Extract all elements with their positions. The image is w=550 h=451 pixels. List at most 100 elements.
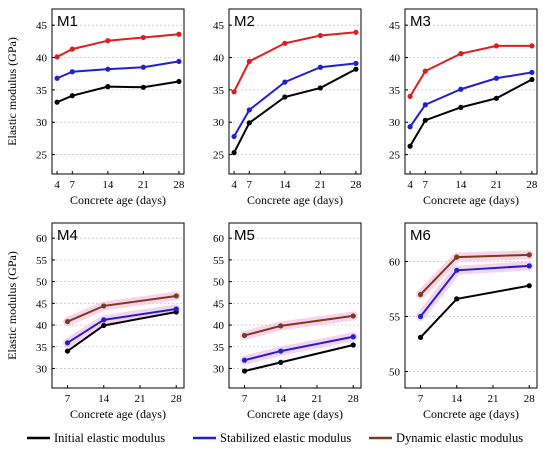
data-point-initial	[105, 84, 111, 90]
plot-frame	[228, 222, 362, 389]
y-tick-label: 50	[36, 277, 48, 289]
panel-title: M3	[410, 13, 431, 30]
x-tick-label: 21	[135, 393, 146, 405]
x-tick-label: 7	[242, 393, 248, 405]
data-point-stabilized	[69, 69, 75, 75]
data-point-initial	[422, 117, 428, 123]
data-point-stabilized	[54, 75, 60, 81]
y-tick-label: 45	[213, 298, 225, 310]
data-point-dynamic	[246, 58, 252, 65]
data-point-dynamic	[282, 40, 288, 46]
panel-title: M5	[234, 227, 255, 244]
data-point-dynamic	[407, 93, 413, 99]
y-tick-label: 30	[213, 117, 225, 129]
data-point-dynamic	[54, 54, 60, 60]
data-point-stabilized	[246, 107, 252, 113]
data-point-initial	[69, 93, 75, 99]
y-tick-label: 55	[36, 255, 48, 267]
data-point-stabilized	[529, 69, 535, 76]
x-tick-label: 14	[98, 393, 110, 405]
y-axis-label: Elastic modulus (GPa)	[5, 251, 19, 360]
y-tick-label: 45	[213, 20, 225, 32]
data-point-dynamic	[454, 254, 460, 260]
data-point-stabilized	[422, 102, 428, 108]
x-axis-label: Concrete age (days)	[247, 407, 343, 421]
data-point-stabilized	[278, 348, 284, 354]
data-point-dynamic	[350, 313, 356, 319]
y-tick-label: 60	[213, 233, 225, 245]
data-point-stabilized	[140, 64, 146, 70]
data-point-initial	[529, 76, 535, 83]
legend-item-initial: Initial elastic modulus	[27, 431, 165, 445]
data-point-initial	[526, 283, 532, 289]
data-point-dynamic	[422, 68, 428, 74]
data-point-stabilized	[458, 86, 464, 92]
x-axis-label: Concrete age (days)	[70, 193, 166, 207]
data-point-stabilized	[282, 79, 288, 85]
plot-area	[52, 9, 184, 174]
x-tick-label: 28	[171, 393, 183, 405]
y-tick-label: 45	[389, 20, 401, 32]
data-point-dynamic	[69, 46, 75, 52]
data-point-dynamic	[526, 252, 532, 258]
x-tick-label: 28	[524, 393, 536, 405]
x-tick-label: 28	[526, 179, 538, 191]
data-point-dynamic	[317, 32, 323, 39]
data-point-initial	[140, 84, 146, 90]
plot-area	[229, 9, 361, 174]
y-tick-label: 35	[36, 342, 48, 354]
data-point-dynamic	[353, 29, 359, 35]
x-tick-label: 4	[231, 179, 237, 191]
y-tick-label: 55	[389, 312, 401, 324]
data-point-initial	[350, 342, 356, 348]
panel-title: M6	[410, 227, 431, 244]
data-point-initial	[317, 85, 323, 91]
data-point-stabilized	[64, 340, 71, 346]
plot-frame	[228, 8, 362, 175]
data-point-stabilized	[173, 306, 179, 312]
x-tick-label: 14	[275, 393, 287, 405]
legend-label-dynamic: Dynamic elastic modulus	[396, 431, 523, 445]
data-point-dynamic	[241, 332, 248, 339]
y-axis-label: Elastic modulus (GPa)	[5, 37, 19, 146]
y-tick-label: 60	[36, 233, 48, 245]
y-tick-label: 55	[213, 255, 225, 267]
data-point-stabilized	[350, 334, 356, 340]
data-point-initial	[458, 104, 464, 110]
plot-frame	[51, 8, 185, 175]
x-tick-label: 4	[54, 179, 60, 191]
x-tick-label: 14	[102, 179, 114, 191]
x-axis-label: Concrete age (days)	[423, 407, 519, 421]
data-point-stabilized	[353, 60, 359, 66]
x-tick-label: 28	[173, 179, 185, 191]
data-point-stabilized	[417, 313, 424, 320]
data-point-dynamic	[231, 89, 237, 95]
data-point-stabilized	[317, 64, 323, 70]
x-tick-label: 7	[70, 179, 76, 191]
data-point-initial	[493, 95, 499, 101]
data-point-dynamic	[105, 38, 111, 44]
y-tick-label: 45	[36, 20, 48, 32]
panel-m4: 30 35 40 45 50 55 60 7 14 21 28 Concrete age (days)…	[5, 222, 185, 421]
y-tick-label: 35	[213, 85, 225, 97]
data-point-stabilized	[454, 267, 460, 273]
y-tick-label: 40	[36, 53, 48, 65]
y-tick-label: 60	[389, 257, 401, 269]
y-tick-label: 35	[213, 342, 225, 354]
data-point-dynamic	[176, 31, 182, 37]
y-tick-label: 50	[213, 277, 225, 289]
data-point-dynamic	[64, 318, 71, 325]
data-point-initial	[64, 348, 71, 354]
data-point-dynamic	[529, 43, 535, 49]
y-tick-label: 25	[36, 150, 48, 162]
data-point-stabilized	[407, 124, 413, 130]
y-tick-label: 30	[36, 363, 48, 375]
plot-frame	[404, 222, 538, 389]
x-tick-label: 21	[312, 393, 323, 405]
x-tick-label: 14	[451, 393, 463, 405]
panel-m6: 50 55 60 7 14 21 28 Concrete age (days) M6	[389, 222, 538, 421]
y-tick-label: 35	[36, 85, 48, 97]
y-tick-label: 40	[389, 53, 401, 65]
x-tick-label: 21	[315, 179, 326, 191]
data-point-initial	[241, 368, 248, 374]
